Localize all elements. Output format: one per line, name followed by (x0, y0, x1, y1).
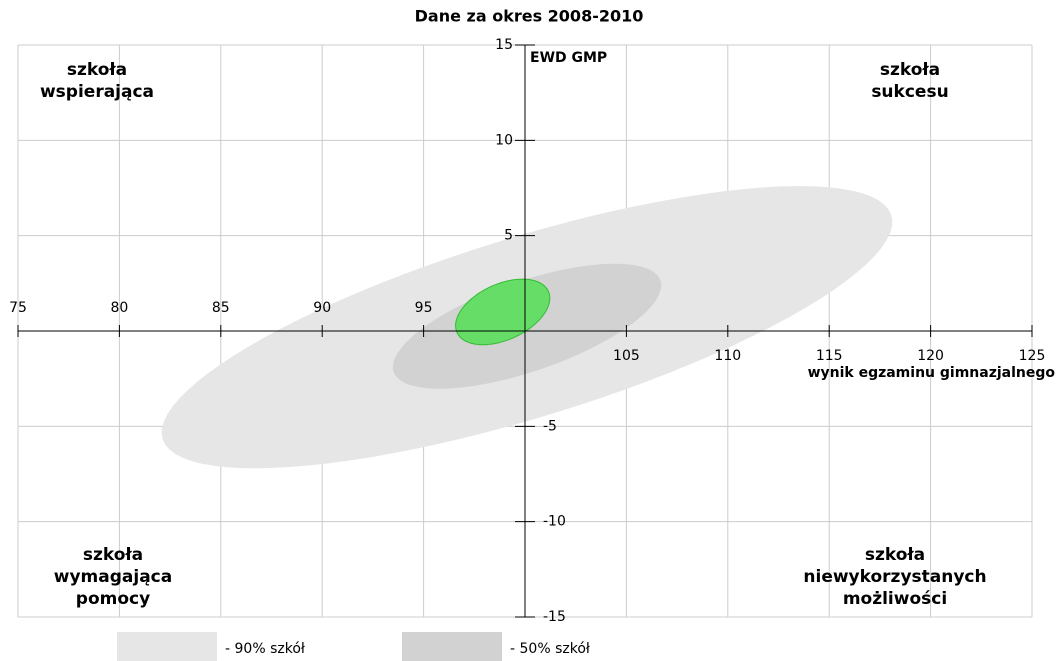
quadrant-label: pomocy (76, 589, 150, 609)
quadrant-label: szkoła (67, 60, 127, 80)
x-tick-label: 105 (613, 348, 640, 364)
y-tick-label: 10 (495, 132, 513, 148)
quadrant-label: sukcesu (871, 82, 948, 102)
legend-swatch (117, 632, 217, 661)
y-tick-label: -15 (543, 609, 566, 625)
chart-title: Dane za okres 2008-2010 (415, 7, 644, 26)
x-tick-label: 110 (714, 348, 741, 364)
quadrant-label: szkoła (865, 545, 925, 565)
y-tick-label: 5 (504, 228, 513, 244)
quadrant-label: wspierająca (40, 82, 154, 102)
quadrant-label: wymagająca (54, 567, 172, 587)
ellipse (455, 278, 551, 346)
x-tick-label: 120 (917, 348, 944, 364)
x-tick-label: 125 (1019, 348, 1046, 364)
quadrant-label: niewykorzystanych (803, 567, 986, 587)
x-tick-label: 95 (415, 300, 433, 316)
legend-label: - 90% szkół (225, 641, 305, 657)
legend-label: - 50% szkół (510, 641, 590, 657)
x-tick-label: 90 (313, 300, 331, 316)
quadrant-label: szkoła (83, 545, 143, 565)
quadrant-label: szkoła (880, 60, 940, 80)
x-tick-label: 85 (212, 300, 230, 316)
x-tick-label: 80 (110, 300, 128, 316)
x-tick-label: 115 (816, 348, 843, 364)
quadrant-label: możliwości (843, 589, 947, 609)
y-tick-label: -5 (543, 418, 557, 434)
x-tick-label: 75 (9, 300, 27, 316)
y-axis-label: EWD GMP (530, 50, 607, 66)
y-tick-label: -10 (543, 514, 566, 530)
legend-swatch (402, 632, 502, 661)
x-axis-label: wynik egzaminu gimnazjalnego (808, 365, 1056, 381)
y-tick-label: 15 (495, 37, 513, 53)
